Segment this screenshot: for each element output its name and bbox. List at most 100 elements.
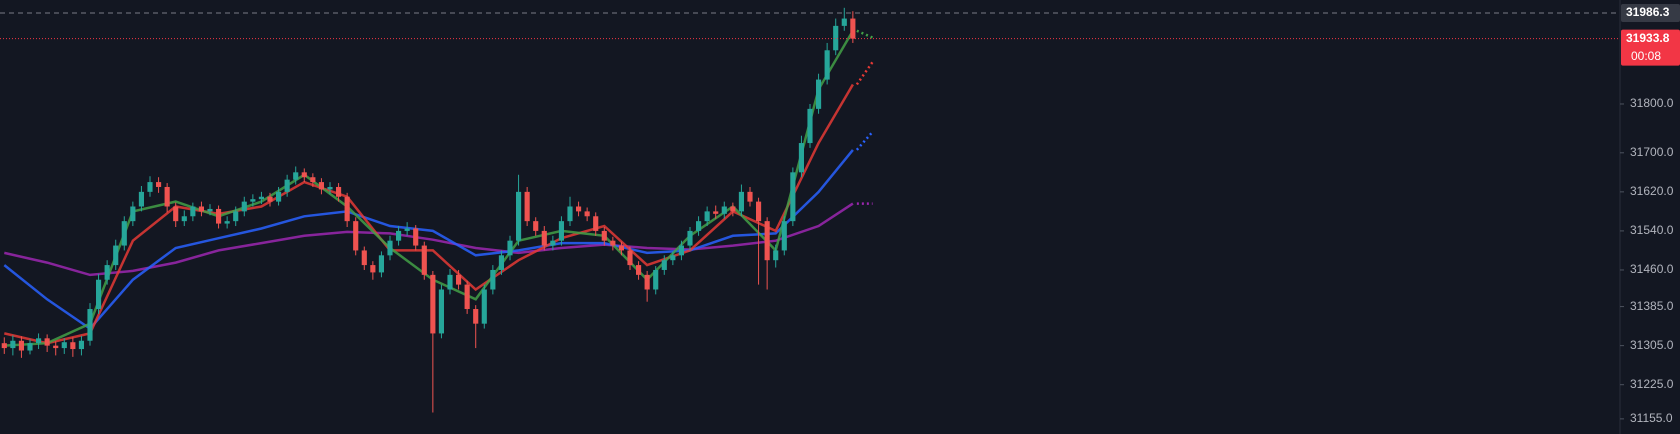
- candle-body: [267, 196, 273, 202]
- y-tick-label: 31385.0: [1630, 299, 1674, 313]
- candle-body: [781, 221, 787, 251]
- candle-body: [490, 269, 496, 290]
- candle-body: [104, 265, 110, 280]
- candle-body: [387, 240, 393, 256]
- candle-body: [670, 255, 676, 261]
- candle-body: [10, 340, 16, 349]
- candle-body: [147, 182, 153, 192]
- candle-body: [18, 340, 24, 351]
- candle-body: [1, 343, 7, 349]
- candle-body: [850, 18, 856, 39]
- candle-body: [507, 240, 513, 256]
- candle-body: [164, 186, 170, 207]
- candle-body: [53, 345, 59, 349]
- candle-body: [156, 182, 162, 187]
- y-tick-label: 31540.0: [1630, 223, 1674, 237]
- candle-body: [816, 79, 822, 109]
- y-tick-label: 31700.0: [1630, 145, 1674, 159]
- candle-body: [456, 274, 462, 285]
- candle-body: [833, 25, 839, 51]
- candle-body: [516, 191, 522, 241]
- y-tick-label: 31620.0: [1630, 184, 1674, 198]
- candle-body: [293, 172, 299, 180]
- candle-body: [61, 342, 67, 349]
- candle-body: [593, 216, 599, 231]
- candle-body: [87, 309, 93, 341]
- candle-body: [738, 191, 744, 212]
- candle-body: [138, 191, 144, 207]
- candle-body: [353, 221, 359, 251]
- last-price-box: [1621, 29, 1680, 66]
- candle-body: [276, 191, 282, 202]
- candle-body: [241, 201, 247, 212]
- projection: [855, 130, 874, 151]
- candle-body: [687, 230, 693, 246]
- moving-average: [4, 83, 854, 345]
- candle-body: [310, 177, 316, 183]
- last-price-label: 31933.8: [1626, 31, 1670, 45]
- candle-body: [96, 279, 102, 310]
- candle-body: [378, 255, 384, 273]
- candle-body: [327, 186, 333, 190]
- candle-body: [216, 208, 222, 224]
- candle-body: [224, 221, 230, 224]
- candle-body: [336, 186, 342, 197]
- y-tick-label: 31225.0: [1630, 377, 1674, 391]
- high-label: 31986.3: [1626, 5, 1670, 19]
- candle-body: [610, 240, 616, 246]
- candle-body: [627, 250, 633, 266]
- candle-body: [644, 274, 650, 290]
- y-tick-label: 31800.0: [1630, 96, 1674, 110]
- candle-body: [233, 211, 239, 222]
- candle-body: [550, 240, 556, 246]
- candle-body: [764, 221, 770, 261]
- candle-body: [773, 250, 779, 261]
- candle-body: [190, 206, 196, 217]
- candle-body: [584, 211, 590, 217]
- candle-body: [704, 211, 710, 222]
- candle-body: [413, 228, 419, 246]
- candle-body: [756, 201, 762, 222]
- candle-body: [824, 50, 830, 80]
- y-tick-label: 31155.0: [1630, 411, 1673, 425]
- candle-body: [618, 245, 624, 251]
- candle-body: [121, 221, 127, 246]
- candle-body: [318, 182, 324, 190]
- candle-body: [344, 196, 350, 222]
- candle-body: [198, 206, 204, 212]
- candle-body: [661, 260, 667, 270]
- candle-body: [464, 284, 470, 310]
- candle-body: [473, 309, 479, 324]
- candle-body: [27, 343, 33, 351]
- candle-body: [447, 274, 453, 290]
- candle-body: [438, 289, 444, 334]
- candle-body: [370, 265, 376, 273]
- candle-body: [404, 228, 410, 231]
- high-label-box: [1621, 4, 1680, 23]
- candle-body: [301, 172, 307, 178]
- countdown-label: 00:08: [1631, 49, 1661, 63]
- candle-body: [258, 196, 264, 200]
- candle-body: [653, 269, 659, 290]
- moving-average: [3, 149, 854, 331]
- candle-body: [181, 216, 187, 222]
- candle-body: [790, 172, 796, 222]
- candle-body: [730, 206, 736, 212]
- candle-body: [721, 206, 727, 214]
- candle-body: [798, 143, 804, 173]
- candle-body: [421, 245, 427, 275]
- candle-body: [807, 108, 813, 144]
- candle-body: [696, 221, 702, 231]
- candle-body: [498, 255, 504, 270]
- candle-body: [130, 206, 136, 222]
- candle-body: [361, 250, 367, 266]
- candle-body: [430, 274, 436, 334]
- candle-body: [636, 265, 642, 275]
- candle-body: [481, 289, 487, 324]
- candle-body: [533, 221, 539, 231]
- candle-body: [747, 191, 753, 202]
- candle-body: [524, 191, 530, 222]
